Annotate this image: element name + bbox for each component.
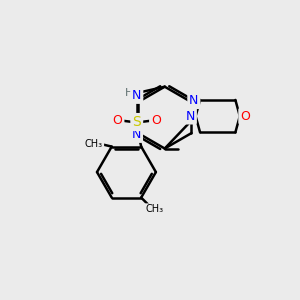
- Text: CH₃: CH₃: [85, 139, 103, 148]
- Text: N: N: [132, 89, 141, 102]
- Text: N: N: [132, 128, 141, 141]
- Text: N: N: [186, 110, 195, 123]
- Text: N: N: [189, 94, 199, 107]
- Text: H: H: [125, 88, 134, 98]
- Text: CH₃: CH₃: [146, 204, 164, 214]
- Text: O: O: [113, 114, 122, 127]
- Text: O: O: [240, 110, 250, 123]
- Text: S: S: [132, 115, 141, 129]
- Text: O: O: [151, 114, 161, 127]
